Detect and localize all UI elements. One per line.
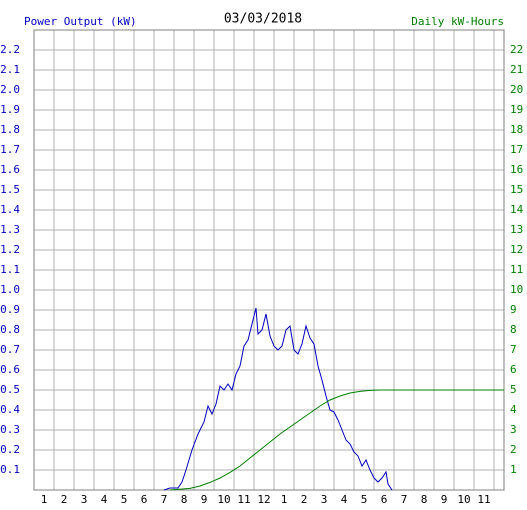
y2-tick-label: 13	[510, 223, 523, 236]
x-tick-label: 10	[457, 493, 470, 506]
y2-tick-label: 9	[510, 303, 517, 316]
y-tick-label: 0.2	[0, 443, 20, 456]
y-tick-label: 1.6	[0, 163, 20, 176]
y2-tick-label: 5	[510, 383, 517, 396]
x-tick-label: 4	[341, 493, 348, 506]
x-tick-label: 1	[41, 493, 48, 506]
y2-tick-label: 1	[510, 463, 517, 476]
y-tick-label: 0.8	[0, 323, 20, 336]
x-tick-label: 7	[401, 493, 408, 506]
y-tick-label: 0.3	[0, 423, 20, 436]
y2-tick-label: 11	[510, 263, 523, 276]
y2-tick-label: 6	[510, 363, 517, 376]
x-tick-label: 2	[301, 493, 308, 506]
x-tick-label: 9	[201, 493, 208, 506]
y-tick-label: 1.0	[0, 283, 20, 296]
y-tick-label: 0.1	[0, 463, 20, 476]
x-tick-label: 1	[281, 493, 288, 506]
y-axis-title: Power Output (kW)	[24, 15, 137, 28]
y-tick-label: 1.2	[0, 243, 20, 256]
y-tick-label: 2.2	[0, 43, 20, 56]
y2-tick-label: 16	[510, 163, 523, 176]
y-tick-label: 2.1	[0, 63, 20, 76]
y2-tick-label: 17	[510, 143, 523, 156]
y-tick-label: 1.8	[0, 123, 20, 136]
y2-tick-label: 21	[510, 63, 523, 76]
x-tick-label: 3	[321, 493, 328, 506]
x-tick-label: 8	[181, 493, 188, 506]
y2-tick-label: 18	[510, 123, 523, 136]
y-tick-label: 2.0	[0, 83, 20, 96]
x-tick-label: 3	[81, 493, 88, 506]
y2-tick-label: 3	[510, 423, 517, 436]
y-tick-label: 1.5	[0, 183, 20, 196]
y2-tick-label: 14	[510, 203, 524, 216]
x-tick-label: 12	[257, 493, 270, 506]
y2-tick-label: 4	[510, 403, 517, 416]
plot-frame	[33, 29, 505, 491]
y2-tick-label: 8	[510, 323, 517, 336]
x-tick-label: 5	[361, 493, 368, 506]
y-tick-label: 0.5	[0, 383, 20, 396]
y-tick-label: 1.9	[0, 103, 20, 116]
x-tick-label: 10	[217, 493, 230, 506]
x-tick-label: 11	[237, 493, 250, 506]
y2-tick-label: 15	[510, 183, 523, 196]
y2-tick-label: 19	[510, 103, 523, 116]
x-tick-label: 6	[141, 493, 148, 506]
x-tick-label: 4	[101, 493, 108, 506]
y-tick-label: 0.6	[0, 363, 20, 376]
y-tick-label: 0.9	[0, 303, 20, 316]
x-tick-label: 9	[441, 493, 448, 506]
y2-tick-label: 2	[510, 443, 517, 456]
y-tick-label: 1.3	[0, 223, 20, 236]
y-tick-label: 0.4	[0, 403, 20, 416]
x-tick-label: 7	[161, 493, 168, 506]
chart-title: 03/03/2018	[224, 12, 302, 27]
y2-tick-label: 22	[510, 43, 523, 56]
plot-area	[34, 30, 504, 490]
data-line	[163, 307, 393, 491]
y2-tick-label: 7	[510, 343, 517, 356]
x-tick-label: 5	[121, 493, 128, 506]
y-tick-label: 1.1	[0, 263, 20, 276]
x-tick-label: 6	[381, 493, 388, 506]
y2-axis-title: Daily kW-Hours	[411, 15, 504, 28]
y-tick-label: 1.4	[0, 203, 20, 216]
y-tick-label: 0.7	[0, 343, 20, 356]
x-tick-label: 2	[61, 493, 68, 506]
x-tick-label: 8	[421, 493, 428, 506]
y-tick-label: 1.7	[0, 143, 20, 156]
y2-tick-label: 10	[510, 283, 523, 296]
y2-tick-label: 12	[510, 243, 523, 256]
data-line	[169, 389, 504, 491]
x-tick-label: 11	[477, 493, 490, 506]
y2-tick-label: 20	[510, 83, 523, 96]
